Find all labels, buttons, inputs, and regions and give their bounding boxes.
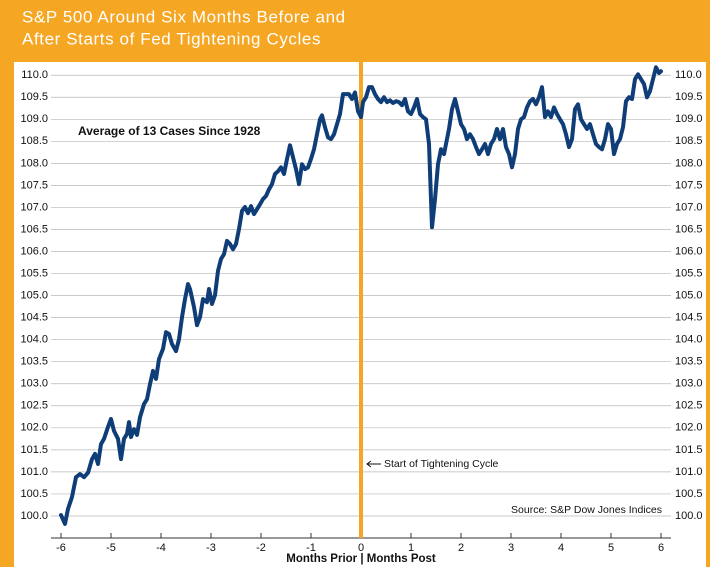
y-tick-label: 107.5 bbox=[675, 179, 703, 191]
y-tick-label: 107.0 bbox=[675, 201, 703, 213]
y-tick-label: 104.5 bbox=[675, 312, 703, 324]
y-tick-label: 103.0 bbox=[20, 378, 48, 390]
x-tick-label: -4 bbox=[156, 542, 166, 554]
y-tick-label: 110.0 bbox=[675, 69, 702, 81]
x-tick-label: -6 bbox=[56, 542, 66, 554]
y-tick-label: 104.0 bbox=[675, 334, 703, 346]
y-tick-label: 101.0 bbox=[20, 466, 48, 478]
y-tick-label: 102.5 bbox=[20, 400, 48, 412]
subtitle: Average of 13 Cases Since 1928 bbox=[78, 124, 261, 138]
y-tick-label: 107.5 bbox=[20, 179, 48, 191]
y-tick-label: 108.0 bbox=[20, 157, 48, 169]
annotation: Start of Tightening Cycle bbox=[384, 458, 499, 470]
data-line bbox=[59, 65, 663, 526]
x-tick-label: 4 bbox=[558, 542, 564, 554]
y-tick-label: 110.0 bbox=[21, 69, 48, 81]
chart-title: S&P 500 Around Six Months Before and bbox=[22, 7, 346, 26]
y-tick-label: 109.0 bbox=[20, 113, 48, 125]
y-tick-label: 103.0 bbox=[675, 378, 703, 390]
y-tick-label: 106.5 bbox=[675, 223, 703, 235]
y-tick-label: 108.5 bbox=[20, 135, 48, 147]
y-tick-label: 103.5 bbox=[675, 356, 703, 368]
y-tick-label: 106.0 bbox=[20, 245, 48, 257]
x-tick-label: 5 bbox=[608, 542, 614, 554]
x-tick-label: 2 bbox=[458, 542, 464, 554]
source: Source: S&P Dow Jones Indices bbox=[511, 504, 662, 516]
x-tick-label: 1 bbox=[408, 542, 414, 554]
y-tick-label: 105.5 bbox=[675, 267, 703, 279]
y-tick-label: 103.5 bbox=[20, 356, 48, 368]
y-tick-label: 104.0 bbox=[20, 334, 48, 346]
x-tick-label: -1 bbox=[306, 542, 316, 554]
y-tick-label: 109.5 bbox=[675, 91, 703, 103]
y-tick-label: 101.5 bbox=[675, 444, 703, 456]
chart-title: After Starts of Fed Tightening Cycles bbox=[22, 29, 321, 48]
x-tick-label: -3 bbox=[206, 542, 216, 554]
y-tick-label: 102.0 bbox=[20, 422, 48, 434]
y-tick-label: 100.0 bbox=[20, 510, 48, 522]
y-tick-label: 109.5 bbox=[20, 91, 48, 103]
x-tick-label: -2 bbox=[256, 542, 266, 554]
y-tick-label: 108.0 bbox=[675, 157, 703, 169]
x-axis-label: Months Prior | Months Post bbox=[286, 553, 436, 565]
y-tick-label: 106.5 bbox=[20, 223, 48, 235]
y-tick-label: 105.5 bbox=[20, 267, 48, 279]
y-tick-label: 100.5 bbox=[675, 488, 703, 500]
y-tick-label: 106.0 bbox=[675, 245, 703, 257]
y-tick-label: 102.5 bbox=[675, 400, 703, 412]
y-tick-label: 100.5 bbox=[20, 488, 48, 500]
y-tick-label: 109.0 bbox=[675, 113, 703, 125]
y-tick-label: 102.0 bbox=[675, 422, 703, 434]
y-tick-label: 104.5 bbox=[20, 312, 48, 324]
y-tick-label: 105.0 bbox=[20, 289, 48, 301]
y-tick-label: 105.0 bbox=[675, 289, 703, 301]
annotation-arrow bbox=[366, 460, 381, 468]
x-tick-label: 3 bbox=[508, 542, 514, 554]
x-tick-label: 6 bbox=[658, 542, 664, 554]
y-tick-label: 100.0 bbox=[675, 510, 703, 522]
y-tick-label: 101.5 bbox=[20, 444, 48, 456]
y-tick-label: 107.0 bbox=[20, 201, 48, 213]
y-tick-label: 101.0 bbox=[675, 466, 703, 478]
x-tick-label: -5 bbox=[106, 542, 116, 554]
y-tick-label: 108.5 bbox=[675, 135, 703, 147]
x-tick-label: 0 bbox=[358, 542, 364, 554]
